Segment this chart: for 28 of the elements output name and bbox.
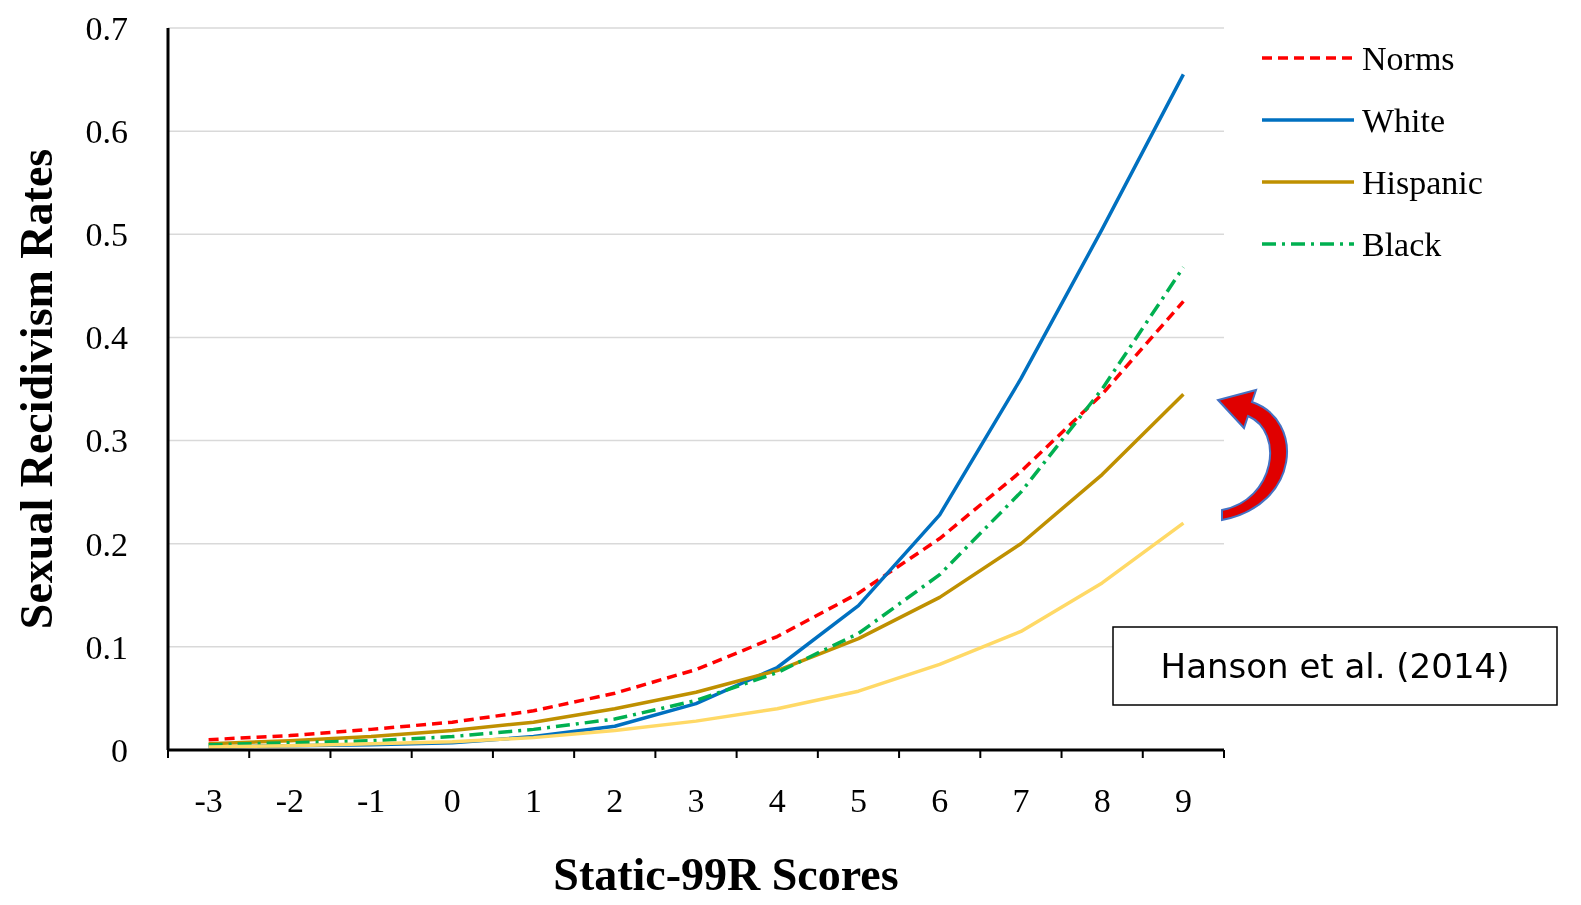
- x-tick-label: 7: [1012, 782, 1030, 819]
- x-tick-label: 3: [687, 782, 705, 819]
- y-axis-title: Sexual Recidivism Rates: [11, 148, 62, 630]
- annotation: Hanson et al. (2014): [1160, 645, 1510, 686]
- x-tick-label: 6: [931, 782, 949, 819]
- x-tick-label: 4: [768, 782, 786, 819]
- legend-label: Black: [1362, 225, 1442, 263]
- y-tick-label: 0.4: [85, 319, 128, 357]
- x-tick-label: 5: [849, 782, 867, 819]
- x-tick-label: -2: [275, 782, 305, 819]
- y-tick-label: 0.6: [85, 113, 128, 151]
- x-tick-label: 8: [1093, 782, 1111, 819]
- y-tick-label: 0.5: [85, 216, 128, 254]
- y-tick-label: 0.2: [85, 525, 128, 563]
- x-tick-label: 1: [525, 782, 543, 819]
- y-tick-label: 0: [111, 731, 128, 769]
- legend-label: White: [1362, 101, 1446, 139]
- x-tick-label: 2: [606, 782, 624, 819]
- legend-label: Norms: [1362, 39, 1455, 77]
- x-tick-label: 0: [443, 782, 461, 819]
- y-tick-label: 0.1: [85, 628, 128, 666]
- legend-label: Hispanic: [1362, 163, 1483, 201]
- x-tick-label: 9: [1174, 782, 1192, 819]
- y-tick-label: 0.3: [85, 422, 128, 460]
- x-tick-label: -1: [356, 782, 386, 819]
- x-tick-label: -3: [194, 782, 223, 819]
- x-axis-title: Static-99R Scores: [553, 849, 899, 900]
- y-tick-label: 0.7: [85, 9, 128, 47]
